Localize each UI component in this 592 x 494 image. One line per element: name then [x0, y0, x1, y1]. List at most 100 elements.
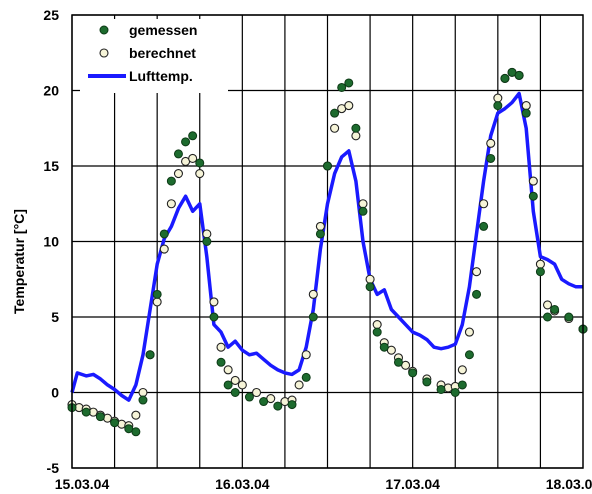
gemessen-point: [493, 101, 503, 111]
berechnet-point: [159, 244, 169, 254]
gemessen-point: [209, 312, 219, 322]
series-lufttemp: [70, 91, 583, 402]
gemessen-point: [95, 412, 105, 422]
legend-marker-gemessen: [99, 25, 109, 35]
legend-label-lufttemp: Lufttemp.: [129, 68, 193, 84]
x-axis-ticks: 15.03.04 16.03.04 17.03.04 18.03.04: [55, 476, 592, 492]
gemessen-point: [159, 229, 169, 239]
gemessen-point: [393, 357, 403, 367]
berechnet-point: [464, 327, 474, 337]
plot-frame: [71, 14, 584, 469]
berechnet-point: [138, 387, 148, 398]
gemessen-point: [202, 237, 212, 246]
berechnet-point: [294, 380, 304, 390]
berechnet-point: [344, 101, 354, 111]
gemessen-point: [273, 401, 283, 411]
series-gemessen: [67, 67, 588, 437]
x-tick-label: 16.03.04: [215, 476, 270, 492]
legend-label-gemessen: gemessen: [129, 22, 197, 38]
gemessen-point: [543, 312, 553, 322]
gemessen-point: [173, 149, 183, 159]
x-tick-label: 15.03.04: [55, 476, 110, 492]
berechnet-point: [188, 153, 198, 163]
gemessen-point: [308, 312, 318, 322]
gemessen-point: [337, 82, 347, 92]
gemessen-point: [110, 418, 120, 428]
berechnet-point: [486, 138, 496, 148]
gemessen-point: [528, 191, 538, 201]
berechnet-point: [479, 199, 489, 209]
berechnet-point: [372, 319, 382, 330]
gemessen-point: [408, 368, 418, 378]
berechnet-point: [493, 93, 503, 103]
gemessen-point: [301, 372, 311, 382]
berechnet-point: [351, 131, 361, 141]
y-axis-label: Temperatur [°C]: [11, 209, 27, 314]
berechnet-point: [152, 297, 162, 307]
y-tick-label: 20: [43, 83, 59, 99]
berechnet-point: [195, 169, 205, 179]
gemessen-point: [464, 350, 474, 360]
gemessen-point: [287, 400, 297, 410]
y-tick-label: 25: [43, 7, 59, 23]
y-tick-label: 15: [43, 158, 59, 174]
gemessen-point: [436, 384, 446, 394]
berechnet-point: [542, 300, 553, 310]
gemessen-point: [152, 289, 162, 299]
berechnet-point: [131, 410, 141, 420]
y-axis-ticks: -5 0 5 10 15 20 25: [43, 7, 59, 476]
gemessen-point: [535, 267, 545, 277]
berechnet-point: [457, 365, 467, 375]
gemessen-point: [330, 108, 340, 118]
berechnet-point: [251, 387, 262, 398]
berechnet-point: [173, 169, 184, 179]
gemessen-point: [514, 70, 524, 80]
berechnet-point: [365, 274, 375, 284]
gemessen-point: [181, 137, 191, 147]
berechnet-point: [216, 342, 226, 352]
x-tick-label: 17.03.04: [385, 476, 440, 492]
gemessen-point: [166, 176, 176, 186]
gemessen-point: [550, 304, 560, 314]
berechnet-point: [315, 221, 325, 231]
gemessen-point: [195, 158, 205, 168]
gemessen-point: [244, 392, 254, 402]
legend: gemessen berechnet Lufttemp.: [80, 19, 228, 93]
gemessen-point: [188, 131, 198, 141]
gemessen-point: [379, 342, 389, 352]
gemessen-point: [259, 397, 269, 407]
gemessen-point: [81, 407, 91, 417]
berechnet-point: [209, 297, 219, 307]
gemessen-point: [564, 312, 574, 322]
berechnet-point: [535, 259, 545, 269]
gemessen-point: [479, 221, 489, 231]
berechnet-point: [230, 375, 240, 385]
x-tick-label: 18.03.04: [546, 476, 592, 492]
gemessen-point: [472, 289, 482, 299]
gemessen-point: [131, 427, 141, 437]
y-tick-label: 10: [43, 234, 59, 250]
berechnet-point: [166, 199, 176, 209]
gemessen-point: [457, 380, 467, 390]
berechnet-point: [528, 176, 538, 186]
y-tick-label: -5: [47, 460, 60, 476]
gemessen-point: [450, 388, 460, 397]
gemessen-point: [223, 380, 233, 390]
gemessen-point: [138, 395, 148, 405]
berechnet-point: [223, 365, 233, 375]
gemessen-point: [315, 229, 325, 239]
gemessen-point: [145, 350, 155, 360]
berechnet-point: [330, 123, 340, 133]
berechnet-point: [237, 380, 247, 390]
gemessen-point: [500, 73, 510, 83]
y-tick-label: 0: [51, 385, 59, 401]
y-tick-label: 5: [51, 309, 59, 325]
berechnet-point: [358, 199, 368, 209]
berechnet-point: [471, 267, 482, 277]
legend-label-berechnet: berechnet: [129, 45, 196, 61]
gemessen-point: [351, 123, 361, 133]
gemessen-point: [230, 388, 240, 397]
berechnet-point: [308, 289, 318, 299]
series-line-lufttemp: [70, 91, 583, 402]
